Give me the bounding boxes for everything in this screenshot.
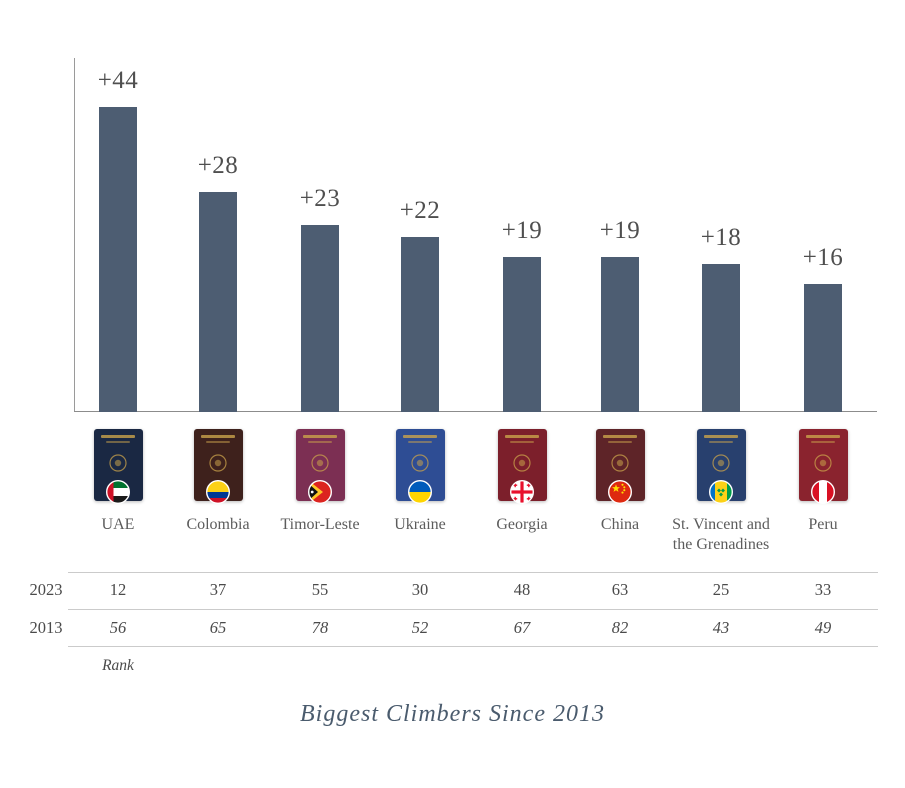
rank-2023-colombia: 37: [209, 580, 227, 599]
rank-caption: Rank: [102, 657, 134, 674]
country-label-uae: UAE: [58, 515, 178, 535]
st-vincent-flag-icon: [708, 479, 734, 505]
passport-emblem-icon: [513, 454, 531, 472]
row-label-2013: 2013: [29, 618, 63, 637]
country-label-st-vincent-and-the-grenadines: St. Vincent and the Grenadines: [661, 515, 781, 555]
passport-title-line: [704, 435, 738, 438]
passport-title-line: [806, 435, 840, 438]
chart-title: Biggest Climbers Since 2013: [300, 701, 605, 727]
bar-colombia: [199, 192, 237, 412]
country-label-line: St. Vincent and: [672, 516, 770, 533]
country-label-timor-leste: Timor-Leste: [260, 515, 380, 535]
rank-2023-timor-leste: 55: [311, 580, 329, 599]
passport-emblem-icon: [611, 454, 629, 472]
colombia-flag-icon: [205, 479, 231, 505]
passport-emblem-icon: [311, 454, 329, 472]
bar-china: [601, 257, 639, 412]
passport-title-line: [505, 435, 539, 438]
passport-china: [595, 429, 645, 501]
rank-2023-st-vincent-and-the-grenadines: 25: [712, 580, 730, 599]
passport-subtitle-line: [608, 441, 632, 443]
country-label-georgia: Georgia: [462, 515, 582, 535]
country-label-line: Ukraine: [394, 516, 446, 533]
rank-2023-ukraine: 30: [411, 580, 429, 599]
bar-georgia: [503, 257, 541, 412]
georgia-flag-icon: [509, 479, 535, 505]
passport-emblem-icon: [712, 454, 730, 472]
passport-title-line: [303, 435, 337, 438]
bar-value-label-peru: +16: [802, 244, 844, 271]
rank-2013-ukraine: 52: [411, 618, 429, 637]
row-label-2023: 2023: [29, 580, 63, 599]
rank-2013-timor-leste: 78: [311, 618, 329, 637]
passport-emblem-icon: [411, 454, 429, 472]
x-axis-baseline: [74, 411, 877, 412]
passport-subtitle-line: [811, 441, 835, 443]
uae-flag-icon: [105, 479, 131, 505]
passport-emblem-icon: [814, 454, 832, 472]
passport-subtitle-line: [106, 441, 130, 443]
passport-subtitle-line: [709, 441, 733, 443]
rank-2023-peru: 33: [814, 580, 832, 599]
country-label-line: UAE: [101, 516, 135, 533]
bar-peru: [804, 284, 842, 412]
country-label-line: China: [600, 516, 640, 533]
bar-st-vincent-and-the-grenadines: [702, 264, 740, 412]
passport-emblem-icon: [209, 454, 227, 472]
china-flag-icon: [607, 479, 633, 505]
passport-title-line: [201, 435, 235, 438]
rank-2013-georgia: 67: [513, 618, 531, 637]
rank-2023-china: 63: [611, 580, 629, 599]
y-axis: [74, 58, 75, 412]
country-label-line: Colombia: [186, 516, 250, 533]
passport-subtitle-line: [308, 441, 332, 443]
rank-2013-colombia: 65: [209, 618, 227, 637]
country-label-ukraine: Ukraine: [360, 515, 480, 535]
country-label-line: Georgia: [496, 516, 548, 533]
country-label-colombia: Colombia: [158, 515, 278, 535]
rank-2013-peru: 49: [814, 618, 832, 637]
passport-subtitle-line: [510, 441, 534, 443]
bar-value-label-ukraine: +22: [399, 197, 441, 224]
bar-timor-leste: [301, 225, 339, 412]
bar-value-label-timor-leste: +23: [299, 185, 341, 212]
rank-2013-uae: 56: [109, 618, 127, 637]
country-label-china: China: [560, 515, 680, 535]
bar-value-label-georgia: +19: [501, 217, 543, 244]
peru-flag-icon: [810, 479, 836, 505]
rank-2023-georgia: 48: [513, 580, 531, 599]
passport-title-line: [101, 435, 135, 438]
passport-emblem-icon: [109, 454, 127, 472]
ukraine-flag-icon: [407, 479, 433, 505]
passport-timor-leste: [295, 429, 345, 501]
bar-ukraine: [401, 237, 439, 412]
rank-2013-st-vincent-and-the-grenadines: 43: [712, 618, 730, 637]
table-divider-middle: [68, 609, 878, 610]
passport-title-line: [603, 435, 637, 438]
bar-value-label-colombia: +28: [197, 152, 239, 179]
country-label-peru: Peru: [763, 515, 883, 535]
country-label-line: Timor-Leste: [280, 516, 360, 533]
bar-uae: [99, 107, 137, 412]
table-divider-top: [68, 572, 878, 573]
table-divider-bottom: [68, 646, 878, 647]
timor-leste-flag-icon: [307, 479, 333, 505]
rank-2013-china: 82: [611, 618, 629, 637]
passport-subtitle-line: [206, 441, 230, 443]
rank-2023-uae: 12: [109, 580, 127, 599]
bar-value-label-china: +19: [599, 217, 641, 244]
country-label-line: the Grenadines: [672, 536, 770, 553]
passport-title-line: [403, 435, 437, 438]
country-label-line: Peru: [808, 516, 838, 533]
bar-value-label-uae: +44: [97, 67, 139, 94]
bar-value-label-st-vincent-and-the-grenadines: +18: [700, 224, 742, 251]
passport-subtitle-line: [408, 441, 432, 443]
